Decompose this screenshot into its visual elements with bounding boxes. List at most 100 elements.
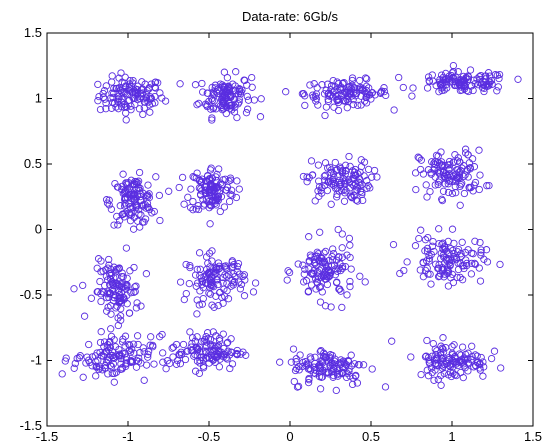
data-point bbox=[373, 173, 381, 181]
data-point bbox=[456, 182, 464, 191]
data-point bbox=[482, 246, 491, 254]
data-point bbox=[329, 371, 338, 380]
data-point bbox=[120, 213, 128, 221]
data-point bbox=[479, 372, 487, 380]
data-point bbox=[427, 364, 436, 372]
data-point bbox=[327, 166, 335, 174]
data-point bbox=[415, 234, 423, 243]
data-point bbox=[102, 272, 111, 280]
data-point bbox=[432, 350, 440, 359]
data-point bbox=[471, 237, 479, 245]
data-point bbox=[208, 96, 217, 104]
data-point bbox=[127, 289, 135, 297]
data-point bbox=[475, 146, 483, 154]
data-point bbox=[195, 369, 204, 378]
data-point bbox=[186, 261, 194, 270]
data-point bbox=[454, 361, 462, 370]
data-point bbox=[189, 197, 197, 206]
data-point bbox=[250, 96, 258, 104]
data-point bbox=[104, 370, 112, 378]
data-point bbox=[450, 158, 458, 167]
data-point bbox=[122, 187, 130, 195]
data-point bbox=[166, 359, 174, 368]
data-point bbox=[194, 345, 202, 353]
data-point bbox=[118, 269, 126, 277]
data-point bbox=[215, 337, 224, 345]
data-point bbox=[471, 79, 479, 88]
data-point bbox=[225, 99, 233, 107]
data-point bbox=[451, 182, 459, 191]
data-point bbox=[327, 200, 335, 208]
data-point bbox=[411, 169, 420, 177]
data-point bbox=[395, 73, 403, 82]
data-point bbox=[468, 259, 476, 268]
data-point bbox=[102, 82, 110, 90]
data-point bbox=[430, 166, 438, 174]
data-point bbox=[301, 101, 309, 110]
data-point bbox=[445, 72, 453, 80]
data-point bbox=[455, 168, 464, 176]
data-point bbox=[112, 368, 120, 377]
data-point bbox=[97, 268, 105, 276]
data-point bbox=[490, 347, 499, 355]
data-point bbox=[132, 363, 141, 371]
data-point bbox=[306, 353, 314, 361]
data-point bbox=[337, 287, 345, 295]
data-point bbox=[169, 353, 177, 361]
data-point bbox=[437, 71, 446, 79]
data-point bbox=[411, 242, 420, 250]
data-point bbox=[109, 296, 118, 305]
x-tick-label: -0.5 bbox=[198, 429, 220, 444]
data-point bbox=[207, 191, 216, 199]
data-point bbox=[142, 94, 151, 102]
data-point bbox=[292, 355, 300, 363]
data-point bbox=[434, 375, 442, 384]
data-point bbox=[104, 288, 112, 296]
data-point bbox=[483, 182, 491, 190]
data-point bbox=[423, 193, 431, 201]
data-point bbox=[365, 84, 373, 92]
data-point bbox=[425, 254, 434, 263]
data-point bbox=[105, 201, 113, 209]
data-point bbox=[349, 100, 358, 109]
data-point bbox=[396, 269, 404, 278]
data-point bbox=[477, 251, 485, 259]
data-point bbox=[368, 365, 376, 373]
data-point bbox=[206, 200, 214, 209]
data-point bbox=[444, 282, 453, 290]
data-point bbox=[321, 171, 330, 179]
data-point bbox=[324, 164, 332, 172]
data-point bbox=[454, 175, 462, 183]
data-point bbox=[496, 260, 504, 269]
data-point bbox=[439, 265, 448, 274]
data-point bbox=[199, 88, 207, 96]
data-point bbox=[300, 270, 308, 278]
data-point bbox=[113, 183, 122, 191]
data-point bbox=[107, 271, 115, 279]
data-point bbox=[116, 86, 125, 95]
data-point bbox=[359, 361, 368, 369]
data-point bbox=[249, 288, 258, 296]
data-point bbox=[192, 282, 200, 290]
data-point bbox=[235, 84, 243, 93]
data-point bbox=[126, 341, 134, 350]
data-point bbox=[180, 295, 188, 304]
data-point bbox=[144, 181, 152, 189]
data-point bbox=[114, 95, 122, 104]
data-point bbox=[447, 274, 455, 282]
data-point bbox=[333, 193, 341, 201]
data-point bbox=[244, 96, 253, 104]
data-point bbox=[334, 225, 342, 234]
data-point bbox=[195, 249, 204, 257]
data-point bbox=[349, 374, 357, 382]
data-point bbox=[443, 171, 451, 179]
data-point bbox=[100, 350, 108, 358]
data-point bbox=[332, 265, 340, 273]
data-point bbox=[306, 81, 314, 89]
data-point bbox=[214, 259, 223, 267]
data-point bbox=[428, 71, 436, 79]
data-point bbox=[350, 171, 358, 179]
data-point bbox=[456, 259, 464, 267]
data-point bbox=[93, 264, 101, 272]
data-point bbox=[438, 161, 447, 169]
